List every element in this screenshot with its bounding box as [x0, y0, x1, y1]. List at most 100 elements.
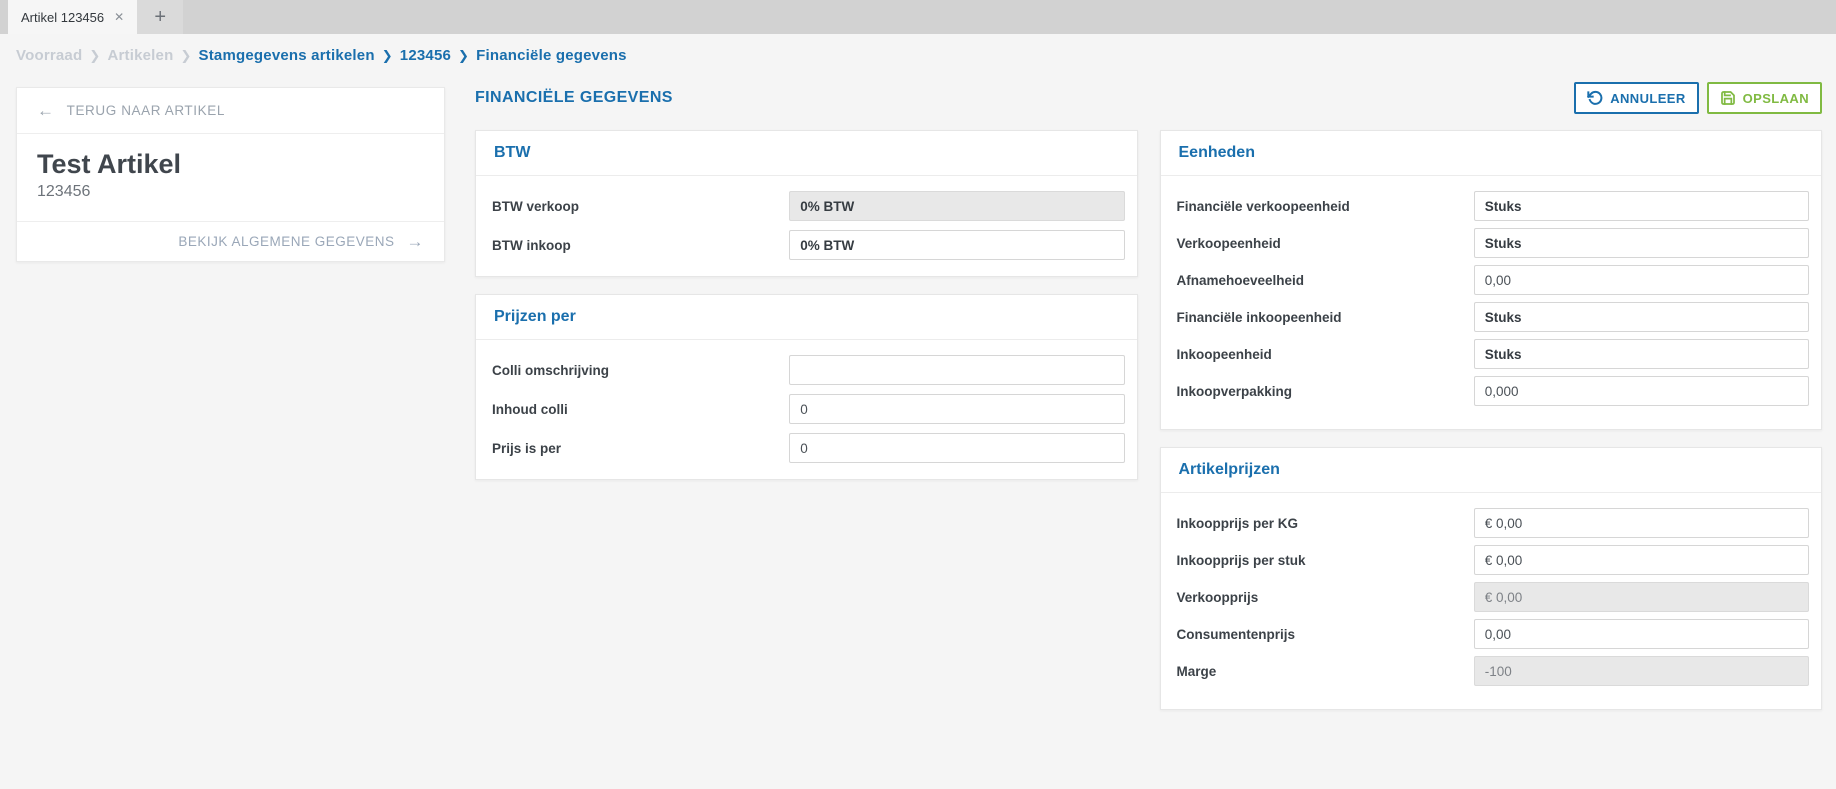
arrow-left-icon: ← — [37, 101, 55, 120]
chevron-right-icon: ❯ — [180, 47, 192, 63]
left-column: BTW BTW verkoop BTW inkoop Prijzen per — [475, 130, 1138, 727]
inhoud-colli-input[interactable] — [789, 394, 1125, 424]
prijs-is-per-label: Prijs is per — [492, 440, 562, 456]
form-row-prijs-is-per: Prijs is per — [492, 433, 1125, 463]
panel-artikelprijzen-body: Inkoopprijs per KG Inkoopprijs per stuk … — [1161, 493, 1822, 709]
save-button-label: OPSLAAN — [1742, 90, 1809, 106]
form-row-btw-verkoop: BTW verkoop — [492, 191, 1125, 221]
form-row-consumentenprijs: Consumentenprijs — [1176, 619, 1809, 649]
form-row-verkoopeenheid: Verkoopeenheid — [1176, 228, 1809, 258]
marge-input — [1473, 656, 1809, 686]
chevron-right-icon: ❯ — [458, 47, 470, 63]
undo-icon — [1587, 90, 1603, 106]
inhoud-colli-label: Inhoud colli — [492, 401, 568, 417]
panel-btw: BTW BTW verkoop BTW inkoop — [475, 130, 1138, 277]
financiele-verkoopeenheid-label: Financiële verkoopeenheid — [1176, 198, 1350, 214]
afnamehoeveelheid-label: Afnamehoeveelheid — [1176, 272, 1305, 288]
form-row-financiele-verkoopeenheid: Financiële verkoopeenheid — [1176, 191, 1809, 221]
panel-eenheden-title: Eenheden — [1160, 131, 1821, 176]
main-header: FINANCIËLE GEGEVENS ANNULEER — [475, 82, 1822, 114]
afnamehoeveelheid-input[interactable] — [1473, 265, 1809, 295]
page-title: FINANCIËLE GEGEVENS — [475, 89, 673, 106]
cancel-button[interactable]: ANNULEER — [1574, 82, 1699, 114]
inkoopprijs-per-stuk-label: Inkoopprijs per stuk — [1176, 552, 1306, 568]
inkoopverpakking-label: Inkoopverpakking — [1176, 383, 1293, 399]
verkoopeenheid-input[interactable] — [1473, 228, 1809, 258]
form-row-verkoopprijs: Verkoopprijs — [1176, 582, 1809, 612]
prijs-is-per-input[interactable] — [789, 433, 1125, 463]
inkoopprijs-per-stuk-input[interactable] — [1473, 545, 1809, 575]
panel-prijzen-per: Prijzen per Colli omschrijving Inhoud co… — [475, 294, 1138, 480]
new-tab-button[interactable]: + — [137, 0, 184, 34]
content-area: ← TERUG NAAR ARTIKEL Test Artikel 123456… — [0, 74, 1836, 727]
article-card-body: Test Artikel 123456 — [17, 134, 444, 221]
financiele-verkoopeenheid-input[interactable] — [1473, 191, 1809, 221]
breadcrumb-artikelen[interactable]: Artikelen — [107, 47, 174, 64]
panel-prijzen-per-body: Colli omschrijving Inhoud colli Prijs is… — [476, 340, 1137, 479]
verkoopeenheid-label: Verkoopeenheid — [1176, 235, 1281, 251]
save-icon — [1720, 90, 1736, 106]
breadcrumb-voorraad[interactable]: Voorraad — [16, 47, 83, 64]
panel-btw-title: BTW — [476, 131, 1137, 176]
form-row-inkoopeenheid: Inkoopeenheid — [1176, 339, 1809, 369]
form-row-inkoopprijs-per-stuk: Inkoopprijs per stuk — [1176, 545, 1809, 575]
inkoopeenheid-label: Inkoopeenheid — [1176, 346, 1272, 362]
browser-tabbar: Artikel 123456 ✕ + — [0, 0, 1836, 34]
view-general-data-link[interactable]: BEKIJK ALGEMENE GEGEVENS → — [17, 221, 444, 261]
panel-artikelprijzen-title: Artikelprijzen — [1160, 448, 1821, 493]
action-buttons: ANNULEER OPSLAAN — [1574, 82, 1822, 114]
inkoopverpakking-input[interactable] — [1473, 376, 1809, 406]
panel-eenheden: Eenheden Financiële verkoopeenheid Verko… — [1159, 130, 1822, 430]
form-row-inkoopverpakking: Inkoopverpakking — [1176, 376, 1809, 406]
panel-btw-body: BTW verkoop BTW inkoop — [476, 176, 1137, 276]
main-area: FINANCIËLE GEGEVENS ANNULEER — [475, 78, 1822, 727]
panel-artikelprijzen: Artikelprijzen Inkoopprijs per KG Inkoop… — [1159, 447, 1822, 710]
form-row-financiele-inkoopeenheid: Financiële inkoopeenheid — [1176, 302, 1809, 332]
save-button[interactable]: OPSLAAN — [1706, 82, 1822, 114]
view-general-data-label: BEKIJK ALGEMENE GEGEVENS — [178, 234, 395, 250]
colli-omschrijving-input[interactable] — [789, 355, 1125, 385]
financiele-inkoopeenheid-input[interactable] — [1473, 302, 1809, 332]
marge-label: Marge — [1176, 663, 1217, 679]
breadcrumb-financiele-gegevens[interactable]: Financiële gegevens — [476, 47, 627, 64]
article-number: 123456 — [37, 183, 91, 201]
form-row-afnamehoeveelheid: Afnamehoeveelheid — [1176, 265, 1809, 295]
breadcrumb: Voorraad ❯ Artikelen ❯ Stamgegevens arti… — [0, 34, 1836, 74]
arrow-right-icon: → — [406, 232, 424, 252]
panel-prijzen-per-title: Prijzen per — [476, 295, 1137, 340]
breadcrumb-stamgegevens[interactable]: Stamgegevens artikelen — [198, 47, 375, 64]
panel-eenheden-body: Financiële verkoopeenheid Verkoopeenheid… — [1161, 176, 1822, 429]
inkoopeenheid-input[interactable] — [1473, 339, 1809, 369]
btw-verkoop-input — [789, 191, 1125, 221]
chevron-right-icon: ❯ — [89, 47, 101, 63]
chevron-right-icon: ❯ — [381, 47, 393, 63]
form-row-marge: Marge — [1176, 656, 1809, 686]
tab-title: Artikel 123456 — [21, 9, 105, 25]
form-row-colli-omschrijving: Colli omschrijving — [492, 355, 1125, 385]
consumentenprijs-label: Consumentenprijs — [1176, 626, 1296, 642]
btw-verkoop-label: BTW verkoop — [492, 198, 580, 214]
article-card: ← TERUG NAAR ARTIKEL Test Artikel 123456… — [16, 87, 445, 263]
plus-icon: + — [154, 5, 167, 28]
back-to-article-link[interactable]: ← TERUG NAAR ARTIKEL — [17, 88, 444, 134]
btw-inkoop-input[interactable] — [789, 230, 1125, 260]
back-to-article-label: TERUG NAAR ARTIKEL — [66, 103, 225, 118]
cancel-button-label: ANNULEER — [1610, 90, 1686, 106]
btw-inkoop-label: BTW inkoop — [492, 237, 571, 253]
breadcrumb-artikelnummer[interactable]: 123456 — [399, 47, 452, 64]
colli-omschrijving-label: Colli omschrijving — [492, 362, 610, 378]
form-row-inhoud-colli: Inhoud colli — [492, 394, 1125, 424]
form-row-btw-inkoop: BTW inkoop — [492, 230, 1125, 260]
article-title: Test Artikel — [37, 149, 182, 179]
close-icon[interactable]: ✕ — [114, 10, 125, 24]
consumentenprijs-input[interactable] — [1473, 619, 1809, 649]
tab-artikel[interactable]: Artikel 123456 ✕ — [8, 0, 138, 34]
verkoopprijs-input — [1473, 582, 1809, 612]
verkoopprijs-label: Verkoopprijs — [1176, 589, 1259, 605]
form-columns: BTW BTW verkoop BTW inkoop Prijzen per — [475, 130, 1822, 727]
form-row-inkoopprijs-per-kg: Inkoopprijs per KG — [1176, 508, 1809, 538]
inkoopprijs-per-kg-label: Inkoopprijs per KG — [1176, 515, 1299, 531]
financiele-inkoopeenheid-label: Financiële inkoopeenheid — [1176, 309, 1342, 325]
right-column: Eenheden Financiële verkoopeenheid Verko… — [1159, 130, 1822, 727]
inkoopprijs-per-kg-input[interactable] — [1473, 508, 1809, 538]
